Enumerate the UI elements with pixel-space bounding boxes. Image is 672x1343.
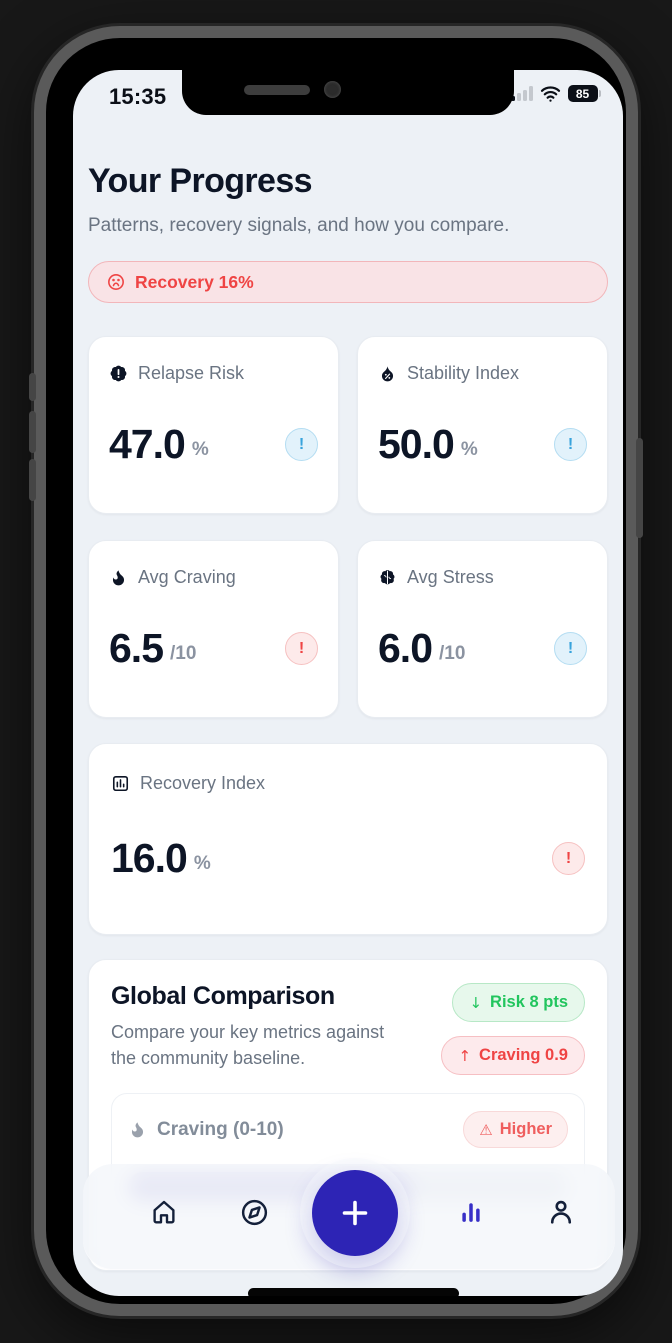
arrow-up-icon: ↑	[458, 1046, 472, 1065]
metric-value: 6.0	[378, 625, 433, 672]
wifi-icon	[540, 85, 561, 102]
metric-unit: %	[193, 852, 211, 874]
phone-frame: 15:35 85	[29, 26, 643, 1316]
recovery-banner-label: Recovery 16%	[135, 271, 254, 292]
metric-value: 6.5	[109, 625, 164, 672]
metric-unit: /10	[170, 642, 197, 664]
metric-label: Avg Craving	[138, 567, 236, 588]
power-button[interactable]	[636, 438, 643, 538]
metric-label: Avg Stress	[407, 567, 494, 588]
volume-up-button[interactable]	[29, 411, 36, 453]
mute-switch[interactable]	[29, 373, 36, 401]
metric-value: 47.0	[109, 421, 186, 468]
nav-stats-button[interactable]	[454, 1195, 488, 1229]
warning-icon: ⚠	[479, 1120, 493, 1139]
recovery-banner[interactable]: Recovery 16%	[88, 261, 608, 304]
alert-bubble[interactable]: !	[285, 632, 318, 666]
notch	[182, 70, 514, 115]
frown-face-icon	[106, 272, 126, 292]
brain-icon	[378, 568, 397, 587]
arrow-down-icon: ↓	[469, 993, 483, 1012]
flame-icon	[128, 1120, 147, 1139]
metric-unit: %	[191, 438, 209, 460]
comparison-label: Craving (0-10)	[157, 1118, 284, 1140]
metric-card-avg-stress[interactable]: Avg Stress 6.0 /10 !	[357, 540, 608, 719]
front-camera	[324, 81, 341, 98]
droplet-percent-icon	[378, 364, 397, 383]
metric-unit: /10	[439, 642, 466, 664]
global-comparison-subtitle: Compare your key metrics against the com…	[111, 1022, 385, 1069]
home-indicator[interactable]	[248, 1288, 459, 1296]
bar-stats-icon	[462, 1203, 480, 1222]
flame-icon	[109, 568, 128, 587]
global-comparison-title: Global Comparison	[111, 982, 335, 1011]
alert-bubble[interactable]: !	[285, 428, 318, 462]
bar-chart-icon	[111, 774, 130, 793]
status-icons: 85	[510, 85, 601, 102]
home-icon	[153, 1200, 175, 1224]
metric-unit: %	[460, 438, 478, 460]
metric-card-recovery-index[interactable]: Recovery Index 16.0 % !	[88, 743, 608, 936]
progress-page: Your Progress Patterns, recovery signals…	[73, 70, 623, 1296]
metric-value: 16.0	[111, 835, 188, 882]
alert-bubble[interactable]: !	[552, 842, 585, 876]
page-title: Your Progress	[88, 162, 313, 200]
higher-status-badge: ⚠ Higher	[463, 1111, 568, 1149]
metric-label: Stability Index	[407, 363, 520, 384]
metric-label: Recovery Index	[140, 773, 266, 794]
metric-card-stability-index[interactable]: Stability Index 50.0 % !	[357, 336, 608, 515]
compass-icon	[241, 1199, 267, 1225]
person-icon	[550, 1200, 572, 1224]
metric-card-avg-craving[interactable]: Avg Craving 6.5 /10 !	[88, 540, 339, 719]
page-subtitle: Patterns, recovery signals, and how you …	[88, 215, 510, 236]
alert-bubble[interactable]: !	[554, 428, 587, 462]
phone-bezel: 15:35 85	[46, 38, 626, 1304]
plus-icon	[342, 1200, 368, 1226]
nav-profile-button[interactable]	[544, 1195, 578, 1229]
badge-alert-icon	[109, 364, 128, 383]
status-bar: 15:35 85	[73, 70, 623, 118]
alert-bubble[interactable]: !	[554, 632, 587, 666]
risk-delta-badge: ↓ Risk 8 pts	[452, 983, 585, 1023]
nav-explore-button[interactable]	[237, 1195, 271, 1229]
screen: 15:35 85	[73, 70, 623, 1296]
comparison-badges: ↓ Risk 8 pts ↑ Craving 0.9	[441, 982, 585, 1076]
add-entry-button[interactable]	[312, 1170, 398, 1256]
speaker-grille	[244, 85, 310, 95]
metric-label: Relapse Risk	[138, 363, 245, 384]
metric-value: 50.0	[378, 421, 455, 468]
metrics-grid: Relapse Risk 47.0 % !	[88, 336, 608, 719]
metric-card-relapse-risk[interactable]: Relapse Risk 47.0 % !	[88, 336, 339, 515]
battery-icon: 85	[567, 85, 601, 102]
battery-percent: 85	[575, 86, 590, 101]
status-time: 15:35	[109, 84, 167, 109]
nav-home-button[interactable]	[147, 1195, 181, 1229]
volume-down-button[interactable]	[29, 459, 36, 501]
craving-delta-badge: ↑ Craving 0.9	[441, 1036, 585, 1076]
